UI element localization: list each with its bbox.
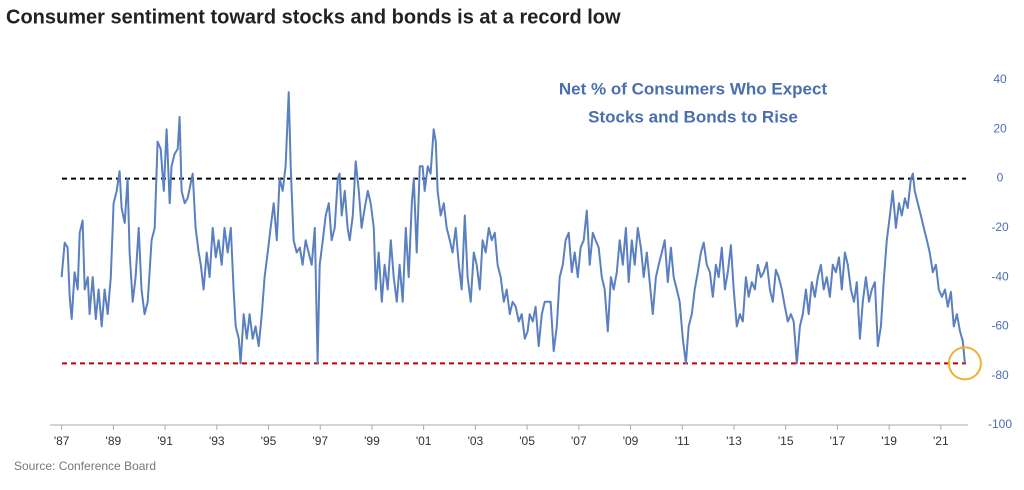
y-tick-label: 0 (997, 171, 1004, 185)
x-tick-label: '13 (726, 434, 742, 448)
x-tick-label: '91 (157, 434, 173, 448)
y-tick-label: -60 (991, 319, 1009, 333)
x-tick-label: '87 (54, 434, 70, 448)
x-tick-label: '15 (778, 434, 794, 448)
x-tick-label: '05 (519, 434, 535, 448)
x-tick-label: '21 (933, 434, 949, 448)
x-tick-label: '01 (416, 434, 432, 448)
x-tick-label: '95 (261, 434, 277, 448)
x-tick-label: '93 (209, 434, 225, 448)
annotation: Net % of Consumers Who Expect (559, 79, 828, 98)
y-tick-label: 20 (993, 121, 1007, 135)
x-tick-label: '07 (571, 434, 587, 448)
y-tick-label: 40 (993, 72, 1007, 86)
y-tick-label: -20 (991, 220, 1009, 234)
x-tick-label: '09 (623, 434, 639, 448)
x-tick-label: '99 (364, 434, 380, 448)
x-tick-label: '17 (830, 434, 846, 448)
x-tick-label: '97 (312, 434, 328, 448)
chart-title: Consumer sentiment toward stocks and bon… (6, 6, 621, 28)
y-tick-label: -40 (991, 269, 1009, 283)
source: Source: Conference Board (14, 459, 156, 473)
annotation: Stocks and Bonds to Rise (588, 107, 798, 126)
highlight-circle (947, 346, 982, 381)
x-tick-label: '89 (106, 434, 122, 448)
y-tick-label: -100 (988, 417, 1012, 431)
x-tick-label: '19 (881, 434, 897, 448)
y-tick-label: -80 (991, 368, 1009, 382)
line-series (60, 91, 966, 365)
x-tick-label: '11 (675, 434, 690, 448)
x-tick-label: '03 (468, 434, 484, 448)
